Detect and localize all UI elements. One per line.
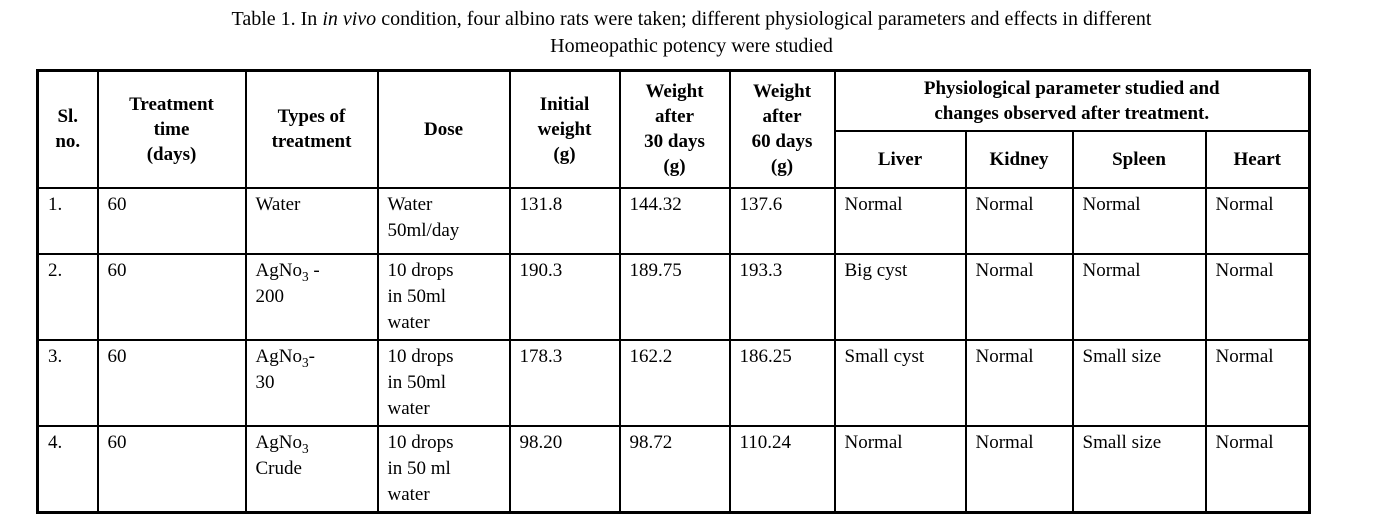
r3-weight-60: 186.25: [728, 338, 836, 427]
col-header-types-of-treatment: Types of treatment: [244, 69, 379, 189]
col-header-initial-weight: Initial weight (g): [508, 69, 621, 189]
r4-weight-30: 98.72: [618, 424, 731, 513]
r3-treatment-time: 60: [96, 338, 247, 427]
r2-kidney: Normal: [964, 252, 1074, 341]
r4-sl-no: 4.: [36, 424, 99, 513]
r1-initial-weight: 131.8: [508, 186, 621, 255]
r4-treatment-time: 60: [96, 424, 247, 513]
r2-weight-30: 189.75: [618, 252, 731, 341]
r1-kidney: Normal: [964, 186, 1074, 255]
table-row: 1. 60 Water Water 50ml/day 131.8 144.32 …: [36, 186, 1311, 255]
col-header-physiological-group: Physiological parameter studied and chan…: [833, 69, 1311, 132]
r1-liver: Normal: [833, 186, 967, 255]
r2-heart: Normal: [1204, 252, 1311, 341]
r1-dose: Water 50ml/day: [376, 186, 511, 255]
r4-kidney: Normal: [964, 424, 1074, 513]
r4-initial-weight: 98.20: [508, 424, 621, 513]
r1-sl-no: 1.: [36, 186, 99, 255]
col-header-dose: Dose: [376, 69, 511, 189]
r2-liver: Big cyst: [833, 252, 967, 341]
r4-dose: 10 drops in 50 ml water: [376, 424, 511, 513]
col-header-sl-no: Sl. no.: [36, 69, 99, 189]
r3-kidney: Normal: [964, 338, 1074, 427]
r3-heart: Normal: [1204, 338, 1311, 427]
col-header-weight-30-days: Weight after 30 days (g): [618, 69, 731, 189]
col-header-spleen: Spleen: [1071, 129, 1207, 189]
col-header-heart: Heart: [1204, 129, 1311, 189]
r3-type: AgNo3- 30: [244, 338, 379, 427]
r2-weight-60: 193.3: [728, 252, 836, 341]
r2-type: AgNo3 - 200: [244, 252, 379, 341]
r4-spleen: Small size: [1071, 424, 1207, 513]
r3-initial-weight: 178.3: [508, 338, 621, 427]
r3-sl-no: 3.: [36, 338, 99, 427]
r4-heart: Normal: [1204, 424, 1311, 513]
r3-weight-30: 162.2: [618, 338, 731, 427]
r1-weight-60: 137.6: [728, 186, 836, 255]
r2-initial-weight: 190.3: [508, 252, 621, 341]
r2-treatment-time: 60: [96, 252, 247, 341]
table-row: 4. 60 AgNo3 Crude 10 drops in 50 ml wate…: [36, 424, 1311, 513]
r3-spleen: Small size: [1071, 338, 1207, 427]
r1-heart: Normal: [1204, 186, 1311, 255]
r3-liver: Small cyst: [833, 338, 967, 427]
table-row: 2. 60 AgNo3 - 200 10 drops in 50ml water…: [36, 252, 1311, 341]
table-row: 3. 60 AgNo3- 30 10 drops in 50ml water 1…: [36, 338, 1311, 427]
r4-weight-60: 110.24: [728, 424, 836, 513]
r4-liver: Normal: [833, 424, 967, 513]
r2-spleen: Normal: [1071, 252, 1207, 341]
results-table: Sl. no. Treatment time (days) Types of t…: [36, 69, 1311, 514]
r1-treatment-time: 60: [96, 186, 247, 255]
col-header-treatment-time: Treatment time (days): [96, 69, 247, 189]
col-header-liver: Liver: [833, 129, 967, 189]
r1-weight-30: 144.32: [618, 186, 731, 255]
r3-dose: 10 drops in 50ml water: [376, 338, 511, 427]
r4-type: AgNo3 Crude: [244, 424, 379, 513]
col-header-kidney: Kidney: [964, 129, 1074, 189]
r2-dose: 10 drops in 50ml water: [376, 252, 511, 341]
r2-sl-no: 2.: [36, 252, 99, 341]
col-header-weight-60-days: Weight after 60 days (g): [728, 69, 836, 189]
r1-spleen: Normal: [1071, 186, 1207, 255]
table-caption: Table 1. In in vivo condition, four albi…: [231, 8, 1152, 57]
r1-type: Water: [244, 186, 379, 255]
